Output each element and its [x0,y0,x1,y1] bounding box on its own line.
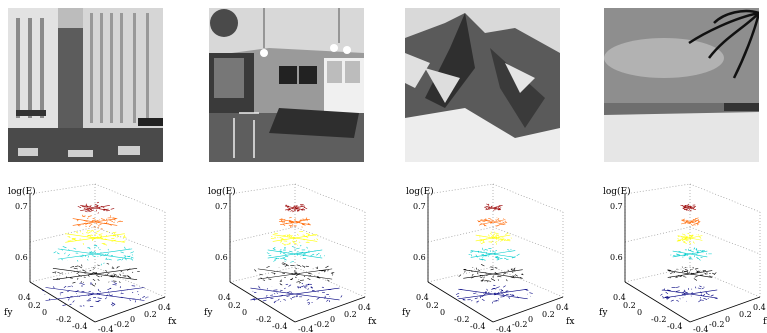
fy-tick: 0.2 [426,301,439,310]
fx-tick: -0.2 [114,320,129,329]
level-cloud-0 [660,285,718,303]
fy-tick: 0.4 [18,293,31,302]
level-cloud-2 [468,247,520,261]
level-cloud-4 [681,217,701,226]
fx-tick: 0.2 [542,310,555,319]
fy-tick: -0.2 [256,315,271,324]
fx-tick: 0.4 [753,303,766,312]
z-tick-mid: 0.6 [413,253,426,262]
fx-tick: -0.4 [496,325,511,333]
level-cloud-1 [254,262,335,286]
z-tick-top: 0.7 [215,202,228,211]
z-tick-mid: 0.6 [15,253,28,262]
photo-mountain [405,8,560,162]
level-cloud-2 [670,247,712,261]
plot-1: log(E) 0.7 0.6 0.4 0.2 0 -0.2 -0.4 fy -0.4 -0.2 0 0.… [0,182,180,333]
fx-axis-label: fx [763,317,767,327]
fy-tick: -0.4 [667,322,682,331]
level-cloud-4 [278,217,311,228]
fy-tick: -0.2 [454,315,469,324]
spectrum-plot-3: log(E)0.70.60.40.20-0.2-0.4fy-0.4-0.200.… [402,183,574,333]
fy-tick: -0.2 [56,315,71,324]
fx-tick: 0.2 [739,310,752,319]
fy-axis-label: fy [4,308,13,318]
fx-tick: 0 [528,315,533,324]
level-cloud-0 [455,284,533,304]
level-cloud-0 [42,280,149,308]
plot-3: log(E) 0.7 0.6 0.4 0.2 0 -0.2 -0.4 fy -0.4 -0.2 0 0.… [398,182,578,333]
level-cloud-2 [266,244,325,263]
fx-tick: 0.4 [556,303,569,312]
fx-axis-label: fx [566,317,574,327]
fx-tick: 0 [130,315,135,324]
fy-tick: 0.2 [623,301,636,310]
fy-tick: 0 [242,308,247,317]
fx-axis-label: fx [168,317,176,327]
fy-tick: 0.4 [613,293,626,302]
z-tick-top: 0.7 [15,202,28,211]
level-cloud-5 [77,201,115,214]
fx-tick: 0.2 [344,310,357,319]
z-axis-label: log(E) [603,186,631,197]
fx-tick: 0.4 [158,303,171,312]
z-tick-mid: 0.6 [215,253,228,262]
fx-tick: -0.2 [512,320,527,329]
fy-tick: 0.2 [28,301,41,310]
photo-kitchen [209,8,364,162]
fy-tick: -0.2 [651,315,666,324]
level-cloud-5 [484,203,503,211]
level-cloud-3 [65,229,127,246]
plot-4: log(E) 0.7 0.6 0.4 0.2 0 -0.2 -0.4 fy -0.4 -0.2 0 0.… [595,182,767,333]
fy-tick: 0 [440,308,445,317]
z-tick-top: 0.7 [413,202,426,211]
fy-tick: -0.4 [72,322,87,331]
fx-tick: -0.4 [693,325,708,333]
fx-tick: 0.4 [358,303,371,312]
fx-tick: -0.4 [98,325,113,333]
spectrum-plot-1: log(E)0.70.60.40.20-0.2-0.4fy-0.4-0.200.… [4,183,176,333]
level-cloud-3 [270,231,319,246]
spectrum-plot-2: log(E)0.70.60.40.20-0.2-0.4fy-0.4-0.200.… [204,183,376,333]
fy-tick: 0.4 [416,293,429,302]
fy-tick: 0.2 [228,301,241,310]
fy-axis-label: fy [204,308,213,318]
fy-tick: 0 [637,308,642,317]
level-cloud-1 [52,263,140,287]
z-axis-label: log(E) [406,186,434,197]
level-cloud-4 [477,217,508,227]
z-tick-mid: 0.6 [610,253,623,262]
z-axis-label: log(E) [208,186,236,197]
level-cloud-3 [475,231,512,245]
fx-tick: 0 [330,315,335,324]
z-axis-label: log(E) [8,186,36,197]
level-cloud-5 [680,203,697,212]
fx-tick: -0.2 [709,320,724,329]
fy-axis-label: fy [402,308,411,318]
level-cloud-2 [53,245,134,266]
level-cloud-3 [676,233,703,245]
spectrum-plot-4: log(E)0.70.60.40.20-0.2-0.4fy-0.4-0.200.… [599,183,767,333]
level-cloud-0 [250,282,343,306]
fx-tick: 0.2 [144,310,157,319]
level-cloud-5 [285,204,308,213]
fx-tick: -0.4 [298,325,313,333]
fy-tick: 0 [42,308,47,317]
fx-tick: -0.2 [314,320,329,329]
fy-tick: -0.4 [470,322,485,331]
fy-axis-label: fy [599,308,608,318]
fx-axis-label: fx [368,317,376,327]
fy-tick: -0.4 [272,322,287,331]
level-cloud-1 [667,266,717,281]
fy-tick: 0.4 [218,293,231,302]
photo-beach [604,8,759,162]
plot-2: log(E) 0.7 0.6 0.4 0.2 0 -0.2 -0.4 fy -0.4 -0.2 0 0.… [200,182,380,333]
level-cloud-1 [458,264,524,283]
fx-tick: 0 [725,315,730,324]
z-tick-top: 0.7 [610,202,623,211]
photo-city [8,8,163,162]
level-cloud-4 [72,214,123,230]
